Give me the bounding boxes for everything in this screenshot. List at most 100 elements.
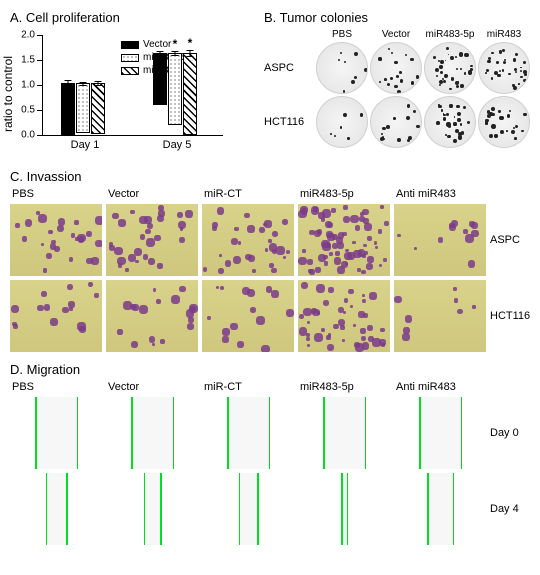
bar: *	[168, 53, 182, 126]
ytick-label: 0.5	[15, 105, 35, 116]
migration-row-label: Day 0	[490, 427, 530, 439]
migration-grid: PBSVectormiR-CTmiR483-5pAnti miR483Day 0…	[10, 381, 530, 545]
legend-swatch	[121, 67, 139, 75]
migration-row-label: Day 4	[490, 503, 530, 515]
panel-d: D. Migration PBSVectormiR-CTmiR483-5pAnt…	[10, 362, 530, 545]
migration-cell	[10, 473, 102, 545]
panel-a: A. Cell proliferation Cell Proliferation…	[10, 10, 256, 159]
colony-well	[478, 96, 530, 148]
colony-well	[370, 42, 422, 94]
invasion-cell	[106, 204, 198, 276]
panel-c-label: C. Invassion	[10, 169, 530, 184]
bar: *	[183, 53, 197, 136]
ytick-label: 2.0	[15, 30, 35, 41]
invasion-cell	[394, 280, 486, 352]
invasion-cell	[298, 280, 390, 352]
invasion-col-head: miR-CT	[202, 188, 294, 200]
ytick-label: 0.0	[15, 130, 35, 141]
migration-cell	[298, 397, 390, 469]
chart-a-ylabel: Cell Proliferation ratio to control	[0, 50, 15, 138]
migration-cell	[106, 473, 198, 545]
scratch-line	[323, 397, 325, 469]
migration-cell	[394, 473, 486, 545]
invasion-grid: PBSVectormiR-CTmiR483-5pAnti miR483ASPCH…	[10, 188, 530, 352]
migration-col-head: Anti miR483	[394, 381, 486, 393]
legend-item: Vector	[121, 39, 192, 51]
colony-col-head: miR483-5p	[424, 29, 476, 40]
ytick-label: 1.0	[15, 80, 35, 91]
migration-cell	[394, 397, 486, 469]
error-bar	[175, 51, 176, 56]
colony-well	[424, 42, 476, 94]
invasion-cell	[202, 280, 294, 352]
bar	[76, 83, 90, 133]
migration-cell	[202, 473, 294, 545]
colony-well	[478, 42, 530, 94]
error-bar	[68, 80, 69, 88]
invasion-row-label: ASPC	[490, 234, 530, 246]
error-bar	[83, 82, 84, 86]
bar-group	[61, 83, 105, 136]
scratch-line	[427, 473, 429, 545]
panel-b: B. Tumor colonies PBSVectormiR483-5pmiR4…	[264, 10, 530, 148]
scratch-line	[269, 397, 271, 469]
scratch-line	[160, 473, 162, 545]
x-label: Day 1	[71, 139, 100, 151]
chart-a-plot: VectormiR483-5pmiR483 0.00.51.01.52.0Day…	[42, 35, 223, 136]
invasion-col-head: miR483-5p	[298, 188, 390, 200]
scratch-line	[453, 473, 455, 545]
scratch-line	[419, 397, 421, 469]
chart-a: Cell Proliferation ratio to control Vect…	[10, 29, 240, 159]
invasion-row-label: HCT116	[490, 310, 530, 322]
legend-swatch	[121, 41, 139, 49]
scratch-line	[144, 473, 146, 545]
bar-group: **	[153, 53, 197, 136]
x-label: Day 5	[163, 139, 192, 151]
colony-well	[316, 42, 368, 94]
scratch-line	[131, 397, 133, 469]
scratch-line	[66, 473, 68, 545]
migration-cell	[106, 397, 198, 469]
invasion-cell	[394, 204, 486, 276]
scratch-line	[461, 397, 463, 469]
migration-cell	[298, 473, 390, 545]
scratch-line	[35, 397, 37, 469]
scratch-line	[77, 397, 79, 469]
panel-a-label: A. Cell proliferation	[10, 10, 256, 25]
scratch-line	[365, 397, 367, 469]
migration-cell	[10, 397, 102, 469]
panel-c: C. Invassion PBSVectormiR-CTmiR483-5pAnt…	[10, 169, 530, 352]
colony-col-head: PBS	[316, 29, 368, 40]
panel-d-label: D. Migration	[10, 362, 530, 377]
significance-star: *	[173, 37, 178, 51]
top-row: A. Cell proliferation Cell Proliferation…	[10, 10, 530, 159]
bar	[153, 53, 167, 106]
colony-col-head: miR483	[478, 29, 530, 40]
invasion-cell	[298, 204, 390, 276]
colony-row-label: ASPC	[264, 62, 314, 74]
scratch-line	[46, 473, 48, 545]
significance-star: *	[188, 36, 193, 50]
colony-grid: PBSVectormiR483-5pmiR483ASPCHCT116	[264, 29, 530, 148]
bar	[61, 83, 75, 136]
colony-col-head: Vector	[370, 29, 422, 40]
error-bar	[98, 81, 99, 86]
migration-col-head: miR483-5p	[298, 381, 390, 393]
scratch-line	[239, 473, 241, 545]
scratch-line	[341, 473, 343, 545]
scratch-line	[347, 473, 349, 545]
invasion-col-head: PBS	[10, 188, 102, 200]
migration-col-head: Vector	[106, 381, 198, 393]
invasion-cell	[106, 280, 198, 352]
ytick-label: 1.5	[15, 55, 35, 66]
scratch-line	[257, 473, 259, 545]
scratch-line	[173, 397, 175, 469]
invasion-cell	[10, 204, 102, 276]
scratch-line	[227, 397, 229, 469]
invasion-col-head: Vector	[106, 188, 198, 200]
bar	[91, 83, 105, 134]
colony-well	[316, 96, 368, 148]
panel-b-label: B. Tumor colonies	[264, 10, 530, 25]
error-bar	[190, 50, 191, 57]
migration-cell	[202, 397, 294, 469]
